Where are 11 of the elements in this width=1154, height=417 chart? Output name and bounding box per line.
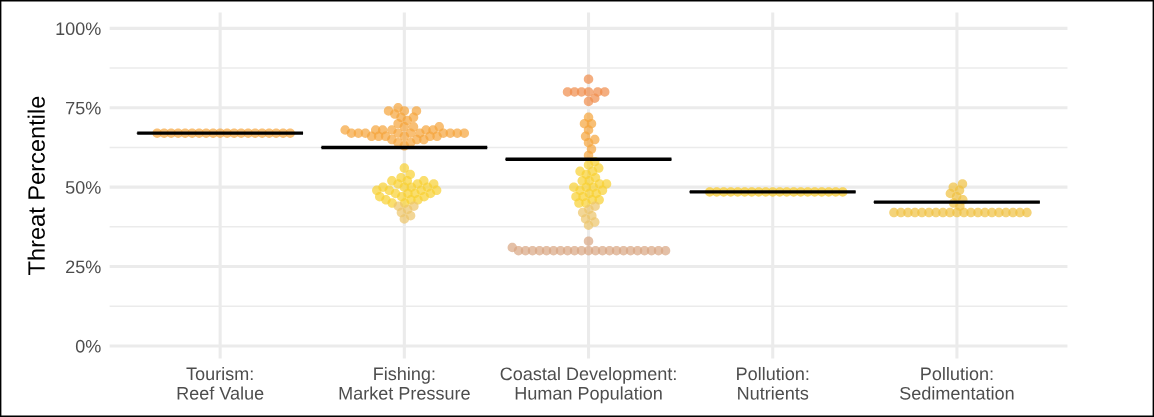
x-tick-label: Fishing: Market Pressure (339, 366, 470, 400)
y-tick-label: 50% (65, 181, 101, 194)
x-tick-label: Tourism: Reef Value (177, 366, 264, 400)
x-tick-label: Pollution: Nutrients (737, 366, 809, 400)
y-tick-label: 0% (75, 339, 101, 353)
y-tick-label: 100% (56, 22, 101, 36)
y-tick-label: 75% (66, 101, 101, 115)
y-tick-label: 25% (66, 260, 101, 274)
x-tick-label: Coastal Development: Human Population (500, 366, 676, 404)
y-axis-title: Threat Percentile (27, 96, 45, 275)
x-tick-label: Pollution: Sedimentation (900, 366, 1014, 400)
